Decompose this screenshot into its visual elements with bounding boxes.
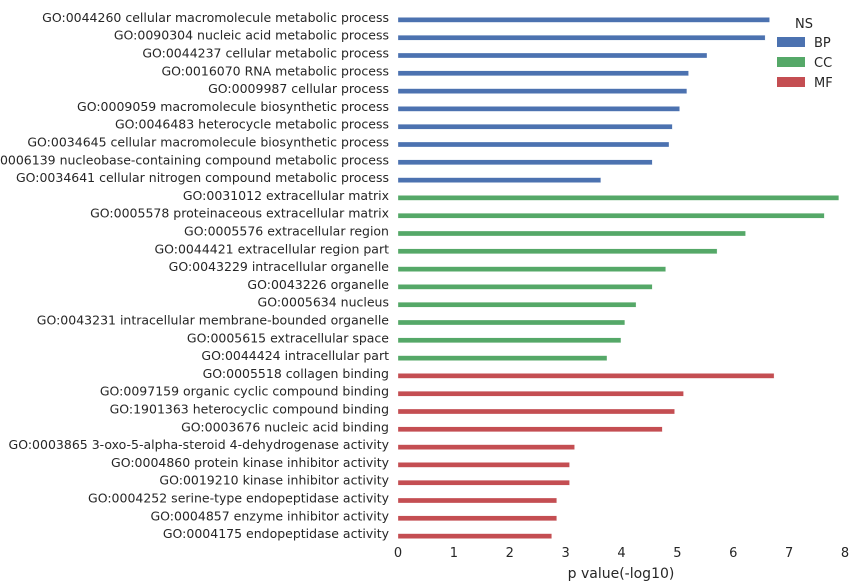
bar-cc-9 [397, 337, 622, 343]
x-tick-label: 6 [729, 546, 737, 561]
x-tick-label: 2 [506, 546, 514, 561]
bar-cc-10 [397, 355, 608, 361]
bar-mf-6 [397, 462, 570, 468]
category-label: GO:0044421 extracellular region part [154, 241, 389, 256]
x-tick-label: 5 [673, 546, 681, 561]
x-tick-label: 3 [561, 546, 569, 561]
bars [397, 17, 840, 539]
bar-mf-3 [397, 408, 675, 415]
bar-cc-1 [397, 195, 840, 201]
category-label: GO:0043231 intracellular membrane-bounde… [37, 313, 390, 328]
category-label: GO:0044260 cellular macromolecule metabo… [42, 10, 389, 25]
category-label: GO:0003676 nucleic acid binding [181, 419, 389, 434]
category-label: GO:0005634 nucleus [258, 295, 389, 310]
category-label: GO:0016070 RNA metabolic process [161, 63, 389, 78]
bar-cc-7 [397, 302, 637, 308]
bar-cc-3 [397, 230, 746, 237]
category-label: GO:0034645 cellular macromolecule biosyn… [27, 135, 389, 150]
category-label: GO:0009987 cellular process [208, 81, 389, 96]
bar-bp-2 [397, 35, 766, 41]
bar-mf-8 [397, 497, 557, 504]
bar-bp-10 [397, 177, 601, 183]
category-label: GO:0046483 heterocycle metabolic process [115, 117, 389, 132]
category-label: GO:0005576 extracellular region [184, 224, 389, 239]
legend-label-mf: MF [814, 76, 833, 91]
x-tick-label: 8 [841, 546, 849, 561]
category-label: GO:0004857 enzyme inhibitor activity [150, 508, 389, 523]
category-label: GO:0005615 extracellular space [187, 330, 389, 345]
x-tick-label: 1 [450, 546, 458, 561]
bar-mf-4 [397, 426, 663, 432]
x-tick-labels: 0 1 2 3 4 5 6 7 8 [394, 546, 849, 561]
bar-cc-8 [397, 319, 626, 326]
legend-label-bp: BP [814, 36, 831, 51]
category-label: GO:0005578 proteinaceous extracellular m… [90, 206, 389, 221]
bar-bp-7 [397, 124, 673, 130]
category-label: GO:0009059 macromolecule biosynthetic pr… [77, 99, 389, 114]
x-axis-label: p value(-log10) [568, 566, 675, 582]
bar-bp-8 [397, 141, 670, 148]
bar-bp-3 [397, 52, 708, 59]
bar-bp-9 [397, 159, 653, 165]
category-label: GO:0097159 organic cyclic compound bindi… [100, 384, 389, 399]
category-label: GO:0043229 intracellular organelle [169, 259, 390, 274]
category-label: GO:0005518 collagen binding [203, 366, 389, 381]
bar-bp-4 [397, 70, 689, 76]
legend: NS BP CC MF [777, 17, 833, 91]
x-tick-label: 7 [785, 546, 793, 561]
legend-label-cc: CC [814, 56, 832, 71]
category-label: GO:0031012 extracellular matrix [183, 188, 389, 203]
category-label: GO:0044237 cellular metabolic process [142, 46, 389, 61]
legend-swatch-cc [777, 57, 805, 67]
legend-swatch-bp [777, 37, 805, 47]
category-label: GO:0004252 serine-type endopeptidase act… [88, 491, 390, 506]
x-tick-label: 4 [617, 546, 625, 561]
category-label: GO:1901363 heterocyclic compound binding [110, 402, 389, 417]
bar-bp-1 [397, 17, 770, 23]
bar-mf-2 [397, 391, 684, 397]
category-labels: GO:0044260 cellular macromolecule metabo… [0, 10, 390, 541]
category-label: GO:0019210 kinase inhibitor activity [159, 473, 389, 488]
bar-mf-1 [397, 373, 775, 379]
category-label: GO:0043226 organelle [247, 277, 389, 292]
bar-bp-5 [397, 88, 688, 94]
bar-cc-4 [397, 248, 718, 254]
bar-mf-9 [397, 515, 557, 521]
category-label: GO:0090304 nucleic acid metabolic proces… [114, 28, 389, 43]
category-label: GO:0003865 3-oxo-5-alpha-steroid 4-dehyd… [9, 437, 390, 452]
x-tick-label: 0 [394, 546, 402, 561]
category-label: GO:0034641 cellular nitrogen compound me… [16, 170, 389, 185]
category-label: GO:0004175 endopeptidase activity [163, 526, 390, 541]
category-label: GO:0044424 intracellular part [201, 348, 389, 363]
bar-mf-7 [397, 480, 570, 486]
bar-mf-5 [397, 444, 575, 450]
legend-swatch-mf [777, 77, 805, 87]
category-label: GO:0004860 protein kinase inhibitor acti… [111, 455, 390, 470]
bar-cc-5 [397, 266, 666, 272]
legend-title: NS [795, 17, 813, 32]
bar-cc-2 [397, 213, 825, 219]
category-label: GO:0006139 nucleobase-containing compoun… [0, 152, 389, 167]
bar-cc-6 [397, 284, 653, 290]
bar-bp-6 [397, 106, 680, 112]
bar-mf-10 [397, 533, 552, 539]
